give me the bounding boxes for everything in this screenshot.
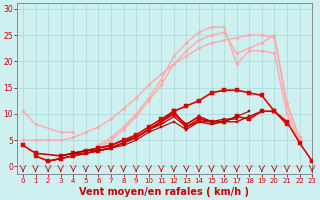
X-axis label: Vent moyen/en rafales ( km/h ): Vent moyen/en rafales ( km/h ) — [79, 187, 249, 197]
